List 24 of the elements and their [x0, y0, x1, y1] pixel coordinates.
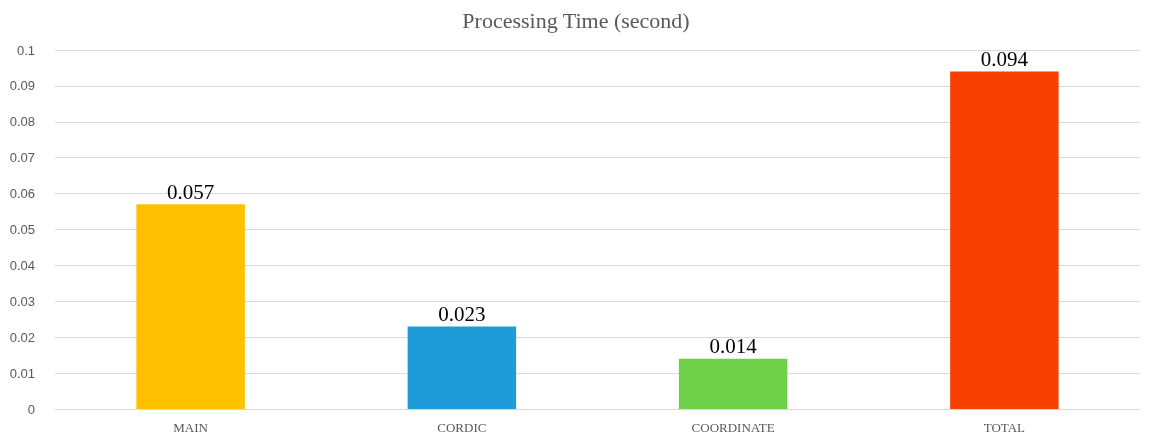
y-tick-label: 0.04	[9, 257, 35, 273]
y-tick-label: 0.1	[16, 42, 35, 58]
y-tick-label: 0.09	[9, 78, 35, 94]
y-tick-label: 0	[27, 401, 35, 417]
x-tick-label: MAIN	[173, 420, 209, 435]
y-tick-label: 0.08	[9, 114, 35, 130]
y-tick-label: 0.06	[9, 186, 35, 202]
y-tick-label: 0.05	[9, 222, 35, 237]
y-tick-label: 0.02	[9, 329, 35, 345]
bar	[950, 71, 1059, 409]
bar	[678, 358, 788, 409]
x-tick-label: COORDINATE	[691, 420, 775, 435]
data-label: 0.023	[438, 301, 486, 326]
data-label: 0.057	[167, 179, 215, 204]
data-label: 0.014	[709, 334, 758, 359]
data-label: 0.094	[980, 47, 1029, 72]
x-tick-label: TOTAL	[983, 420, 1026, 435]
chart-title: Processing Time (second)	[462, 7, 690, 33]
bar	[407, 326, 517, 409]
y-tick-label: 0.01	[9, 365, 35, 381]
bar	[136, 204, 245, 409]
x-tick-label: CORDIC	[437, 420, 487, 435]
y-tick-label: 0.07	[9, 150, 35, 166]
y-tick-label: 0.03	[9, 293, 35, 309]
